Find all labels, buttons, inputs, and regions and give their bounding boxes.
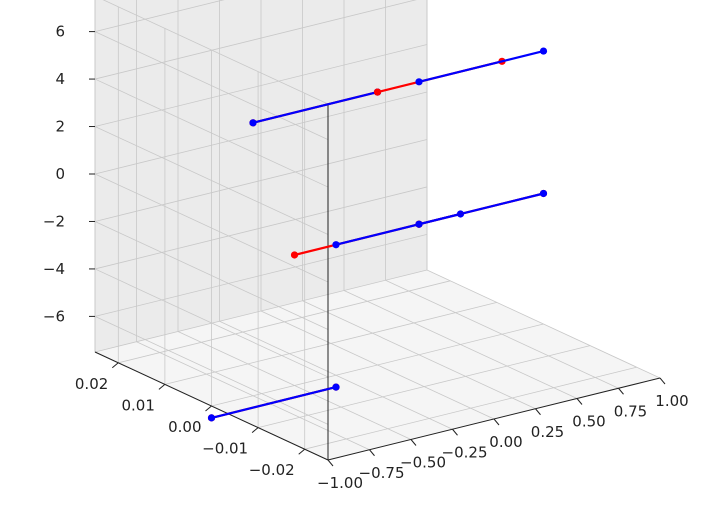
grid-line-z-left [94, 31, 329, 140]
x-tick-label: 0.75 [614, 402, 647, 420]
y-tick-label: 0.02 [75, 375, 108, 393]
x-tick-label: 1.00 [655, 392, 688, 410]
y-tick-label: 0.01 [121, 396, 154, 414]
axis-lines [89, 31, 666, 467]
z-tick-label: 4 [55, 70, 65, 88]
blue-series [207, 383, 340, 422]
x-tick-mark [659, 377, 666, 385]
x-tick-label: −0.50 [400, 454, 446, 472]
blue-series-point [415, 220, 423, 228]
y-tick-mark [158, 384, 166, 390]
z-tick-label: −6 [43, 307, 65, 325]
x-tick-label: 0.25 [531, 423, 564, 441]
grid-line-z-back [94, 91, 428, 175]
grid-line-z-left [94, 78, 329, 188]
blue-series-point [249, 119, 257, 127]
red-series-point [290, 251, 299, 259]
y-tick-mark [205, 405, 212, 412]
grid-line-z-left [94, 268, 329, 378]
grid-line-y-floor [118, 280, 451, 364]
blue-series-line [417, 49, 545, 83]
z-tick-label: −4 [43, 260, 65, 278]
blue-series [415, 47, 548, 86]
grid-line-y-floor [258, 345, 591, 428]
grid-line-y-floor [164, 302, 497, 385]
x-tick-mark [410, 439, 417, 446]
x-tick-label: 0.00 [489, 433, 522, 451]
x-tick-mark [493, 418, 500, 426]
x-tick-mark [576, 398, 583, 405]
blue-series-line [417, 192, 545, 226]
z-tick-label: 2 [55, 118, 65, 136]
data-series [207, 47, 548, 422]
y-tick-label: 0.00 [168, 418, 201, 436]
y-tick-label: −0.02 [249, 461, 295, 479]
blue-series-point [332, 383, 340, 391]
grid-line-z-back [94, 0, 225, 32]
red-series-point [373, 88, 382, 96]
blue-series [415, 189, 548, 228]
x-tick-label: −1.00 [317, 474, 363, 492]
x-tick-mark [327, 459, 334, 467]
grid-line-z-left [94, 316, 329, 425]
grid-line-z-back [94, 186, 428, 270]
grid-line-z-left [94, 221, 329, 330]
grid-line-z-back [94, 139, 428, 222]
y-tick-mark [298, 448, 306, 455]
y-tick-mark [111, 362, 119, 369]
blue-series-point [207, 414, 216, 422]
x-tick-mark [618, 387, 624, 395]
z-tick-label: 0 [55, 165, 65, 183]
y-tick-mark [251, 427, 259, 433]
x-tick-label: −0.75 [359, 464, 405, 482]
blue-series-line [251, 90, 379, 124]
x-tick-label: 0.50 [572, 413, 605, 431]
blue-series-point [539, 47, 548, 55]
z-tick-label: −2 [43, 212, 65, 230]
grid-line-z-back [94, 234, 428, 317]
x-tick-label: −0.25 [442, 443, 488, 461]
blue-series-point [539, 189, 548, 198]
x-tick-mark [452, 428, 458, 436]
grid-line-y-floor [211, 323, 544, 407]
grid-line-y-floor [304, 366, 637, 450]
x-tick-mark [369, 449, 375, 457]
blue-series-point [332, 241, 340, 249]
tick-labels: −1.00−0.75−0.50−0.250.000.250.500.751.00… [43, 23, 689, 492]
grid-line-z-left [94, 126, 329, 235]
z-tick-label: 6 [55, 23, 65, 41]
grid-line-z-back [94, 44, 428, 127]
blue-series-line [210, 386, 338, 419]
x-tick-mark [535, 408, 541, 416]
y-tick-label: −0.01 [202, 440, 248, 458]
grid-line-z-left [94, 173, 329, 283]
grid-line-z-back [94, 0, 417, 80]
blue-series-point [415, 78, 423, 86]
